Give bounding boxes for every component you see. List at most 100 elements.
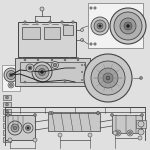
Bar (3, 116, 11, 121)
Circle shape (111, 114, 114, 117)
Bar (3, 109, 11, 114)
Circle shape (29, 67, 31, 69)
Circle shape (40, 7, 44, 11)
Circle shape (61, 21, 63, 23)
Circle shape (8, 138, 12, 142)
Circle shape (72, 21, 74, 23)
Circle shape (32, 62, 52, 82)
Circle shape (113, 131, 117, 135)
Circle shape (64, 81, 66, 83)
Circle shape (6, 103, 9, 106)
Circle shape (127, 130, 133, 136)
Circle shape (110, 8, 146, 44)
Circle shape (9, 73, 13, 77)
Circle shape (49, 21, 51, 23)
Circle shape (141, 114, 144, 117)
Bar (22, 27, 40, 39)
Circle shape (6, 138, 9, 141)
Circle shape (81, 79, 83, 81)
Circle shape (51, 61, 58, 69)
Circle shape (6, 131, 9, 134)
Circle shape (11, 124, 19, 132)
Circle shape (8, 82, 14, 88)
Circle shape (35, 65, 49, 79)
Circle shape (53, 63, 57, 67)
Circle shape (84, 74, 86, 76)
Circle shape (124, 22, 132, 30)
Circle shape (84, 54, 132, 102)
Circle shape (6, 110, 9, 113)
Circle shape (37, 81, 39, 83)
Circle shape (6, 117, 9, 120)
Circle shape (77, 57, 79, 59)
Circle shape (40, 70, 43, 74)
Circle shape (39, 69, 45, 75)
Circle shape (126, 24, 129, 27)
Circle shape (77, 59, 79, 61)
Bar (48, 113, 100, 131)
Circle shape (138, 129, 144, 135)
Circle shape (51, 59, 53, 61)
Circle shape (90, 7, 92, 9)
Bar (3, 123, 11, 128)
Circle shape (94, 43, 96, 45)
Circle shape (58, 133, 62, 137)
Circle shape (6, 114, 9, 117)
Circle shape (24, 21, 26, 23)
Circle shape (96, 111, 99, 114)
Circle shape (84, 64, 86, 66)
Circle shape (90, 43, 92, 45)
Circle shape (4, 68, 18, 82)
Circle shape (37, 59, 39, 61)
Circle shape (24, 59, 26, 61)
Circle shape (28, 66, 32, 70)
Circle shape (9, 84, 12, 87)
Circle shape (88, 133, 92, 137)
Circle shape (94, 7, 96, 9)
Circle shape (117, 132, 120, 135)
Circle shape (129, 132, 132, 135)
Circle shape (24, 81, 26, 83)
Circle shape (94, 20, 106, 32)
Circle shape (120, 18, 136, 34)
Circle shape (64, 59, 66, 61)
Circle shape (106, 76, 110, 80)
Circle shape (81, 39, 84, 42)
Circle shape (51, 81, 53, 83)
Bar (136, 120, 146, 128)
Bar (3, 102, 11, 107)
Circle shape (115, 130, 121, 136)
Circle shape (140, 76, 142, 80)
Circle shape (138, 121, 144, 127)
Bar (18, 22, 76, 57)
Circle shape (21, 57, 23, 59)
Circle shape (99, 25, 101, 27)
Circle shape (10, 74, 12, 76)
Circle shape (98, 68, 118, 88)
Circle shape (6, 70, 15, 80)
Bar (3, 137, 11, 142)
Bar (5, 115, 35, 140)
Circle shape (96, 111, 99, 114)
Circle shape (6, 96, 9, 99)
Circle shape (26, 64, 34, 72)
Circle shape (8, 121, 22, 135)
Bar (112, 115, 142, 133)
Circle shape (6, 124, 9, 127)
Circle shape (138, 136, 142, 140)
Bar (88, 3, 143, 48)
Circle shape (48, 111, 51, 114)
Bar (20, 62, 85, 82)
Circle shape (91, 17, 109, 35)
Circle shape (23, 123, 33, 133)
Circle shape (36, 21, 38, 23)
Circle shape (26, 126, 30, 130)
Circle shape (97, 23, 103, 29)
Circle shape (33, 114, 36, 117)
Bar (2, 65, 20, 91)
Circle shape (33, 138, 37, 142)
Circle shape (81, 71, 83, 73)
Circle shape (114, 12, 142, 40)
Bar (15, 58, 90, 86)
Bar (3, 95, 11, 100)
